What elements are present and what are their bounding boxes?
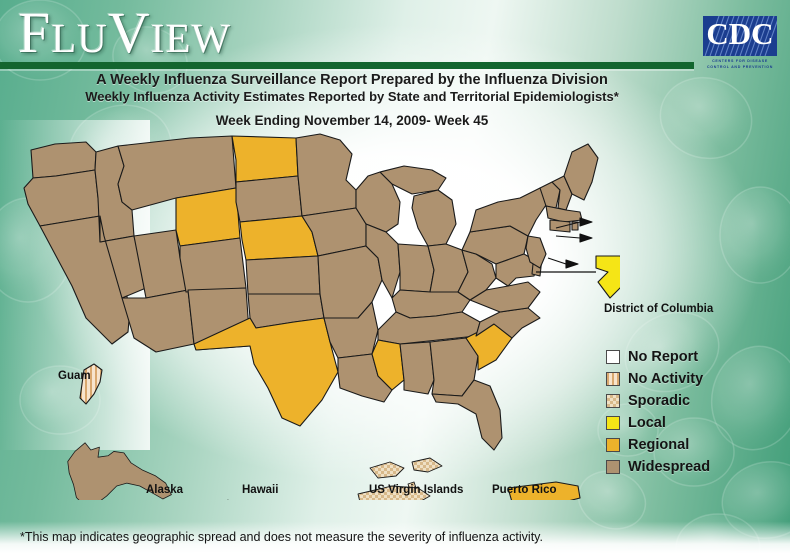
territory-VI[interactable] (357, 457, 443, 500)
cdc-logo-caption-line2: CONTROL AND PREVENTION (706, 65, 774, 69)
state-AK[interactable] (67, 442, 172, 500)
legend-swatch-regional (606, 437, 620, 452)
legend-item-regional[interactable]: Regional (606, 434, 786, 455)
state-MI-upper[interactable] (379, 165, 447, 195)
state-CO[interactable] (179, 237, 247, 293)
state-ND[interactable] (231, 135, 299, 183)
page-title: FluView (18, 0, 232, 65)
map-footnote: *This map indicates geographic spread an… (20, 530, 543, 544)
cdc-logo-caption-line1: CENTERS FOR DISEASE (712, 59, 768, 63)
legend-label-widespread: Widespread (628, 458, 711, 475)
dc-callout-label: District of Columbia (604, 303, 714, 315)
state-AL[interactable] (399, 341, 435, 395)
map-svg (23, 133, 620, 500)
state-NC[interactable] (475, 307, 541, 339)
report-subtitle-secondary: Weekly Influenza Activity Estimates Repo… (85, 89, 619, 104)
legend-item-widespread[interactable]: Widespread (606, 456, 786, 477)
legend-swatch-no-report (606, 349, 620, 364)
state-VT[interactable] (539, 181, 561, 209)
state-MT[interactable] (117, 135, 237, 211)
territory-label-hawaii: Hawaii (242, 484, 279, 496)
legend-swatch-no-activity (606, 371, 620, 386)
legend-item-sporadic[interactable]: Sporadic (606, 390, 786, 411)
cdc-logo: CDC CENTERS FOR DISEASE CONTROL AND PREV… (703, 16, 777, 72)
header-divider (0, 62, 694, 71)
state-CT[interactable] (549, 219, 571, 233)
report-header: FluView A Weekly Influenza Surveillance … (0, 0, 790, 140)
state-SD[interactable] (235, 175, 303, 223)
state-KS[interactable] (245, 255, 321, 295)
state-TX[interactable] (193, 317, 339, 427)
legend-label-sporadic: Sporadic (628, 392, 691, 409)
state-FL[interactable] (431, 379, 503, 451)
us-activity-map: Guam Alaska Hawaii US Virgin Islands Pue… (0, 132, 620, 500)
legend-label-no-report: No Report (628, 348, 699, 365)
state-MN[interactable] (295, 133, 357, 217)
territory-label-us-virgin-islands: US Virgin Islands (369, 484, 464, 496)
district-of-columbia-marker[interactable] (595, 255, 620, 299)
state-NJ[interactable] (525, 235, 547, 269)
territory-PR[interactable] (507, 481, 581, 500)
cdc-logo-mark: CDC (703, 16, 777, 56)
legend-label-regional: Regional (628, 436, 690, 453)
legend-label-local: Local (628, 414, 666, 431)
state-WY[interactable] (175, 187, 241, 247)
state-AZ[interactable] (121, 289, 195, 353)
report-week-ending: Week Ending November 14, 2009- Week 45 (215, 113, 489, 128)
state-ME[interactable] (563, 143, 599, 201)
legend-swatch-widespread (606, 459, 620, 474)
legend-swatch-sporadic (606, 393, 620, 408)
legend-item-no-activity[interactable]: No Activity (606, 368, 786, 389)
state-VA[interactable] (469, 281, 541, 313)
legend-swatch-local (606, 415, 620, 430)
state-WV[interactable] (457, 249, 497, 301)
territory-label-puerto-rico: Puerto Rico (492, 484, 557, 496)
territory-label-guam: Guam (58, 370, 91, 382)
state-AR[interactable] (323, 301, 379, 359)
state-MI[interactable] (411, 189, 457, 247)
report-subtitle-primary: A Weekly Influenza Surveillance Report P… (96, 72, 608, 88)
cdc-logo-stripes (703, 16, 777, 56)
leader-lines (547, 217, 593, 269)
state-IN[interactable] (397, 243, 435, 293)
state-WI[interactable] (355, 171, 401, 233)
cdc-logo-text: CDC (706, 16, 774, 51)
legend-item-local[interactable]: Local (606, 412, 786, 433)
territory-label-alaska: Alaska (146, 484, 184, 496)
territory-GU[interactable] (79, 363, 103, 405)
legend-item-no-report[interactable]: No Report (606, 346, 786, 367)
state-MD[interactable] (495, 253, 539, 287)
legend-label-no-activity: No Activity (628, 370, 704, 387)
map-legend: No Report No Activity Sporadic Local Reg… (606, 346, 786, 478)
